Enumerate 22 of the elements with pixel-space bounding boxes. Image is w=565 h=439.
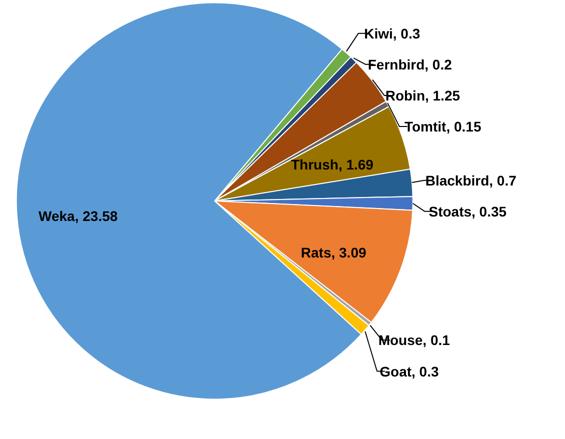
- data-label: , 1.69: [338, 156, 374, 172]
- slice-label: Weka: [38, 208, 76, 224]
- data-label: , 0.2: [424, 56, 452, 72]
- data-label: , 0.3: [412, 363, 439, 380]
- data-label: , 0.15: [446, 118, 482, 135]
- slice-label: Thrush: [291, 156, 338, 172]
- data-label: , 3.09: [331, 244, 366, 261]
- slice-label: Robin: [385, 87, 425, 104]
- slice-label: Rats: [300, 244, 332, 261]
- slice-label: Blackbird: [425, 172, 490, 188]
- data-label: , 1.25: [424, 87, 460, 104]
- slice-label: Fernbird: [368, 56, 425, 72]
- data-label: , 0.3: [392, 25, 420, 42]
- data-label: , 0.35: [472, 203, 507, 220]
- data-label: , 0.7: [489, 172, 517, 188]
- slice-label: Mouse: [378, 332, 423, 348]
- data-label: , 23.58: [74, 208, 118, 224]
- slice-label: Goat: [380, 363, 412, 380]
- data-label: , 0.1: [422, 332, 450, 348]
- slice-label: Kiwi: [364, 25, 393, 42]
- slice-label: Tomtit: [404, 118, 447, 135]
- slice-label: Stoats: [428, 203, 472, 220]
